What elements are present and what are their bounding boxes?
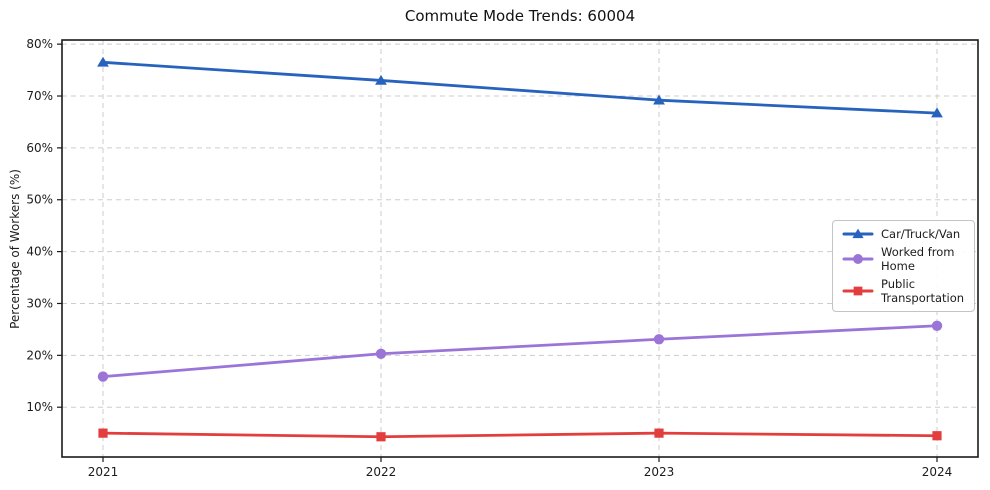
data-point-square: [853, 286, 863, 296]
data-point-square: [376, 432, 386, 442]
data-point-circle: [97, 371, 109, 382]
legend-item-car-truck-van: Car/Truck/Van: [833, 225, 974, 243]
data-point-triangle: [931, 107, 943, 118]
data-point-triangle: [97, 56, 109, 67]
x-tick-label: 2024: [922, 465, 953, 479]
y-tick-label: 70%: [26, 89, 53, 103]
plot-border: [61, 39, 979, 458]
chart-title: Commute Mode Trends: 60004: [404, 7, 636, 25]
legend-swatch-car-truck-van-icon: [842, 228, 874, 239]
legend-swatch-worked-from-home-icon: [842, 254, 874, 264]
data-point-triangle: [653, 94, 665, 105]
y-tick-label: 80%: [26, 37, 53, 51]
data-point-circle: [931, 320, 943, 331]
series-line-0: [101, 60, 939, 115]
y-tick-label: 10%: [26, 400, 53, 414]
x-tick-label: 2021: [88, 465, 119, 479]
series-line-1: [101, 324, 939, 379]
y-tick-label: 60%: [26, 141, 53, 155]
data-point-square: [98, 428, 108, 438]
data-point-circle: [375, 348, 387, 359]
data-point-circle: [853, 254, 863, 264]
x-tick-label: 2023: [644, 465, 675, 479]
data-point-triangle: [852, 228, 864, 239]
legend-swatch-public-transportation-icon: [842, 286, 874, 296]
y-tick-label: 50%: [26, 193, 53, 207]
data-point-square: [654, 428, 664, 438]
data-point-circle: [653, 334, 665, 345]
legend: Car/Truck/Van Worked from Home Public Tr…: [832, 220, 975, 312]
legend-item-worked-from-home: Worked from Home: [833, 243, 974, 275]
legend-label: Car/Truck/Van: [881, 227, 961, 241]
x-tick-label: 2022: [366, 465, 397, 479]
legend-label: Worked from Home: [881, 245, 955, 273]
legend-item-public-transportation: Public Transportation: [833, 275, 974, 307]
data-point-triangle: [375, 74, 387, 85]
data-point-square: [932, 431, 942, 441]
y-tick-label: 20%: [26, 348, 53, 362]
legend-label: Public Transportation: [881, 277, 965, 305]
series-line-2: [101, 431, 939, 439]
y-tick-label: 30%: [26, 296, 53, 310]
y-tick-label: 40%: [26, 245, 53, 259]
